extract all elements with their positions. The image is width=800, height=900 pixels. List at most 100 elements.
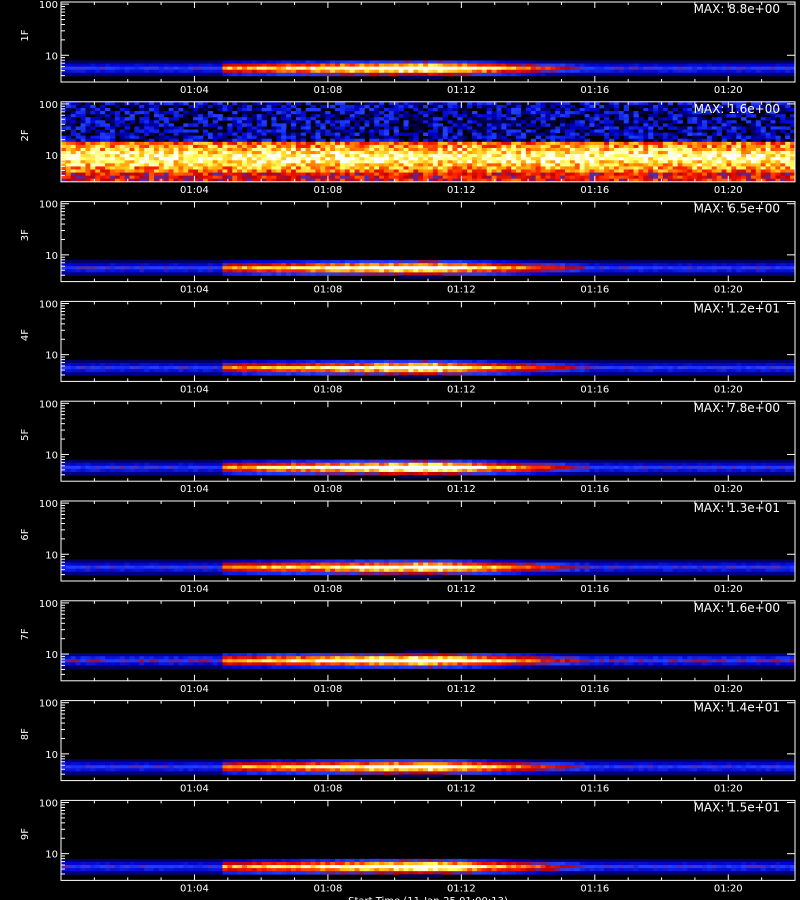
heatmap-cell bbox=[114, 60, 121, 64]
heatmap-cell bbox=[168, 169, 174, 173]
heatmap-cell bbox=[198, 172, 204, 177]
heatmap-cell bbox=[657, 151, 664, 155]
heatmap-cell bbox=[330, 120, 336, 124]
heatmap-cell bbox=[70, 166, 77, 170]
heatmap-cell bbox=[452, 120, 458, 124]
heatmap-cell bbox=[388, 178, 395, 183]
heatmap-cell bbox=[476, 160, 483, 164]
heatmap-cell bbox=[300, 126, 307, 130]
heatmap-cell bbox=[134, 60, 140, 64]
heatmap-cell bbox=[266, 166, 272, 170]
heatmap-cell bbox=[261, 166, 267, 170]
heatmap-cell bbox=[516, 114, 522, 118]
heatmap-cell bbox=[481, 144, 488, 149]
heatmap-cell bbox=[780, 129, 786, 133]
heatmap-cell bbox=[667, 166, 674, 170]
heatmap-cell bbox=[232, 72, 238, 77]
heatmap-cell bbox=[545, 141, 551, 146]
heatmap-cell bbox=[178, 132, 184, 137]
y-tick-label: 100 bbox=[39, 100, 58, 111]
heatmap-cell bbox=[574, 72, 581, 77]
heatmap-cell bbox=[144, 123, 150, 127]
heatmap-cell bbox=[770, 60, 776, 64]
heatmap-cell bbox=[638, 166, 644, 170]
heatmap-cell bbox=[134, 266, 140, 270]
heatmap-cell bbox=[765, 144, 771, 149]
heatmap-cell bbox=[188, 266, 194, 270]
heatmap-cell bbox=[65, 175, 72, 180]
heatmap-cell bbox=[594, 111, 600, 115]
heatmap-cell bbox=[383, 60, 390, 64]
heatmap-cell bbox=[643, 160, 649, 164]
heatmap-cell bbox=[383, 172, 390, 177]
heatmap-cell bbox=[589, 160, 595, 164]
heatmap-cell bbox=[388, 107, 395, 112]
heatmap-cell bbox=[560, 104, 566, 109]
heatmap-cell bbox=[168, 266, 174, 270]
heatmap-cell bbox=[325, 120, 331, 124]
heatmap-cell bbox=[183, 157, 189, 161]
heatmap-cell bbox=[168, 154, 174, 158]
heatmap-cell bbox=[486, 166, 493, 170]
heatmap-cell bbox=[80, 160, 86, 164]
heatmap-cell bbox=[467, 166, 473, 170]
heatmap-cell bbox=[579, 107, 585, 112]
heatmap-cell bbox=[447, 160, 453, 164]
heatmap-cell bbox=[496, 147, 502, 152]
heatmap-cell bbox=[403, 144, 409, 149]
heatmap-cell bbox=[437, 169, 444, 173]
heatmap-cell bbox=[295, 138, 302, 143]
heatmap-cell bbox=[212, 178, 218, 183]
heatmap-cell bbox=[344, 141, 351, 146]
heatmap-cell bbox=[442, 60, 448, 64]
heatmap-cell bbox=[90, 63, 96, 68]
heatmap-cell bbox=[374, 72, 380, 77]
heatmap-cell bbox=[760, 157, 767, 161]
heatmap-cell bbox=[344, 117, 351, 121]
heatmap-cell bbox=[604, 120, 610, 124]
heatmap-cell bbox=[320, 263, 326, 267]
heatmap-cell bbox=[315, 172, 321, 177]
heatmap-cell bbox=[736, 107, 742, 112]
heatmap-cell bbox=[134, 144, 140, 149]
heatmap-cell bbox=[545, 154, 551, 158]
heatmap-cell bbox=[295, 163, 302, 167]
heatmap-cell bbox=[520, 66, 527, 71]
heatmap-cell bbox=[325, 169, 331, 173]
heatmap-cell bbox=[633, 72, 639, 77]
heatmap-cell bbox=[628, 129, 634, 133]
heatmap-cell bbox=[105, 163, 111, 167]
heatmap-cell bbox=[61, 138, 67, 143]
heatmap-cell bbox=[310, 272, 316, 276]
heatmap-cell bbox=[520, 175, 527, 180]
heatmap-cell bbox=[530, 69, 537, 74]
heatmap-cell bbox=[158, 169, 165, 173]
heatmap-cell bbox=[388, 160, 395, 164]
heatmap-cell bbox=[242, 101, 248, 106]
heatmap-cell bbox=[183, 160, 189, 164]
heatmap-cell bbox=[369, 141, 375, 146]
heatmap-cell bbox=[481, 72, 488, 77]
heatmap-cell bbox=[227, 266, 233, 270]
heatmap-cell bbox=[65, 60, 72, 64]
heatmap-cell bbox=[207, 69, 214, 74]
heatmap-cell bbox=[61, 126, 67, 130]
heatmap-cell bbox=[711, 123, 718, 127]
heatmap-cell bbox=[413, 172, 419, 177]
heatmap-cell bbox=[677, 151, 683, 155]
heatmap-cell bbox=[535, 104, 541, 109]
heatmap-cell bbox=[530, 114, 537, 118]
heatmap-cell bbox=[144, 260, 150, 264]
heatmap-cell bbox=[153, 272, 160, 276]
heatmap-cell bbox=[692, 126, 698, 130]
heatmap-cell bbox=[633, 175, 639, 180]
heatmap-cell bbox=[109, 144, 116, 149]
heatmap-cell bbox=[574, 166, 581, 170]
heatmap-cell bbox=[85, 269, 91, 273]
heatmap-cell bbox=[256, 117, 263, 121]
heatmap-cell bbox=[418, 141, 424, 146]
heatmap-cell bbox=[442, 141, 448, 146]
heatmap-cell bbox=[462, 69, 468, 74]
heatmap-cell bbox=[408, 60, 414, 64]
heatmap-cell bbox=[662, 123, 669, 127]
